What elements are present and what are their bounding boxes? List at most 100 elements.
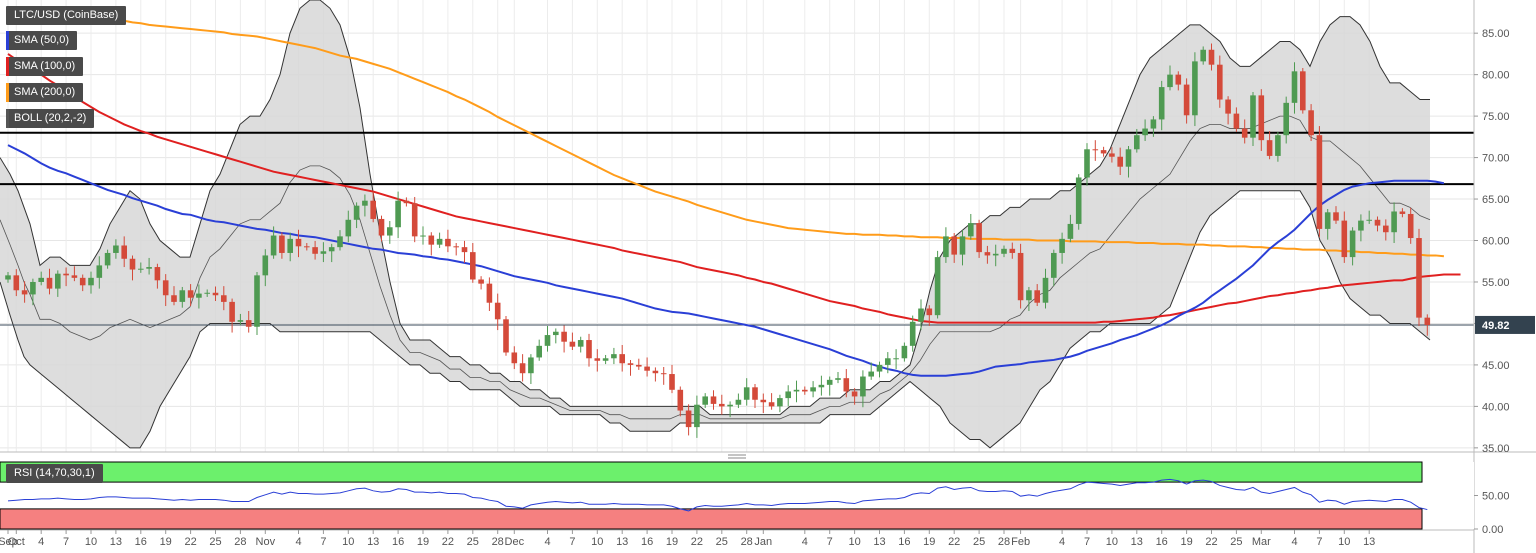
legend-boll[interactable]: BOLL (20,2,-2) <box>6 109 95 128</box>
candle-down <box>1333 212 1339 221</box>
legend-swatch-boll <box>6 109 9 128</box>
time-tick-label: 7 <box>1084 536 1090 548</box>
candle-up <box>1391 211 1397 233</box>
candle-down <box>976 223 982 253</box>
legend-rsi[interactable]: RSI (14,70,30,1) <box>6 464 103 483</box>
price-tick-label: 80.00 <box>1482 70 1510 82</box>
candle-up <box>959 236 966 255</box>
candle-down <box>1109 153 1115 157</box>
candle-up <box>818 384 825 388</box>
time-tick-label: 4 <box>544 536 550 548</box>
candle-down <box>1208 49 1215 65</box>
time-tick-label: 13 <box>367 536 379 548</box>
time-tick-label: 28 <box>741 536 753 548</box>
candle-up <box>943 236 949 258</box>
time-tick-label: 19 <box>923 536 935 548</box>
candle-down <box>245 320 252 327</box>
candle-up <box>528 357 534 374</box>
candle-up <box>287 238 293 253</box>
price-tick-label: 85.00 <box>1482 28 1510 40</box>
time-tick-label: 22 <box>1205 536 1217 548</box>
time-tick-label: 16 <box>898 536 910 548</box>
price-tick-label: 70.00 <box>1482 153 1510 165</box>
candle-down <box>843 378 850 392</box>
time-tick-label: 22 <box>184 536 196 548</box>
candle-up <box>868 371 874 377</box>
time-tick-label: 22 <box>948 536 960 548</box>
candle-up <box>611 354 617 359</box>
time-tick-label: 16 <box>1156 536 1168 548</box>
candle-up <box>104 252 111 266</box>
candle-up <box>1001 248 1007 254</box>
candle-down <box>851 391 858 397</box>
candle-down <box>1217 64 1223 100</box>
candle-down <box>312 247 318 254</box>
candle-down <box>295 238 302 247</box>
candle-up <box>237 320 244 322</box>
candle-up <box>345 219 352 237</box>
candle-up <box>204 292 210 294</box>
candle-down <box>129 258 136 270</box>
candle-up <box>88 277 94 286</box>
time-tick-label: 4 <box>295 536 301 548</box>
bollinger-bands <box>0 0 1431 449</box>
candle-up <box>1158 87 1165 120</box>
candle-up <box>337 236 343 248</box>
candle-down <box>63 273 69 276</box>
candle-down <box>951 236 957 255</box>
candle-down <box>1266 140 1273 156</box>
candle-up <box>5 275 11 280</box>
candle-up <box>1042 277 1049 303</box>
candle-down <box>586 340 592 359</box>
candle-down <box>1374 219 1381 226</box>
candle-down <box>1341 220 1348 258</box>
time-tick-label: 10 <box>1106 536 1118 548</box>
candle-down <box>1407 213 1414 239</box>
candle-up <box>1084 149 1090 178</box>
candle-up <box>436 238 443 245</box>
candle-up <box>918 308 924 322</box>
candle-down <box>162 280 169 296</box>
time-tick-label: 19 <box>417 536 429 548</box>
time-tick-label: 10 <box>1338 536 1350 548</box>
legend-sma100[interactable]: SMA (100,0) <box>6 57 84 76</box>
time-tick-label: 10 <box>342 536 354 548</box>
candle-up <box>893 358 899 360</box>
candle-down <box>926 308 933 316</box>
candle-down <box>1117 156 1123 167</box>
candle-down <box>984 252 991 256</box>
time-tick-label: 10 <box>85 536 97 548</box>
candle-up <box>1324 212 1331 229</box>
candle-up <box>826 379 833 385</box>
candle-up <box>743 387 750 400</box>
time-tick-label: Dec <box>505 536 525 548</box>
time-tick-label: 4 <box>1059 536 1065 548</box>
legend-sma50[interactable]: SMA (50,0) <box>6 31 78 50</box>
candle-up <box>1067 223 1074 239</box>
candle-down <box>719 403 725 407</box>
time-tick-label: 13 <box>616 536 628 548</box>
candle-down <box>453 246 459 248</box>
candle-up <box>113 245 119 253</box>
time-tick-label: 22 <box>691 536 703 548</box>
candle-down <box>1416 238 1422 318</box>
moving-averages <box>7 6 1461 377</box>
time-tick-label: 13 <box>110 536 122 548</box>
candle-up <box>885 358 891 365</box>
candle-down <box>445 238 451 247</box>
candle-down <box>752 387 758 400</box>
candle-up <box>1250 95 1256 138</box>
candle-down <box>378 218 385 236</box>
legend-sma200[interactable]: SMA (200,0) <box>6 83 84 102</box>
boll-band-fill <box>0 0 1430 448</box>
candle-up <box>179 290 186 302</box>
candle-up <box>1075 177 1082 224</box>
candle-down <box>461 247 468 253</box>
candle-up <box>270 235 277 256</box>
candle-up <box>577 340 584 347</box>
time-tick-label: 25 <box>973 536 985 548</box>
candle-down <box>511 352 518 364</box>
candle-down <box>1092 149 1099 151</box>
